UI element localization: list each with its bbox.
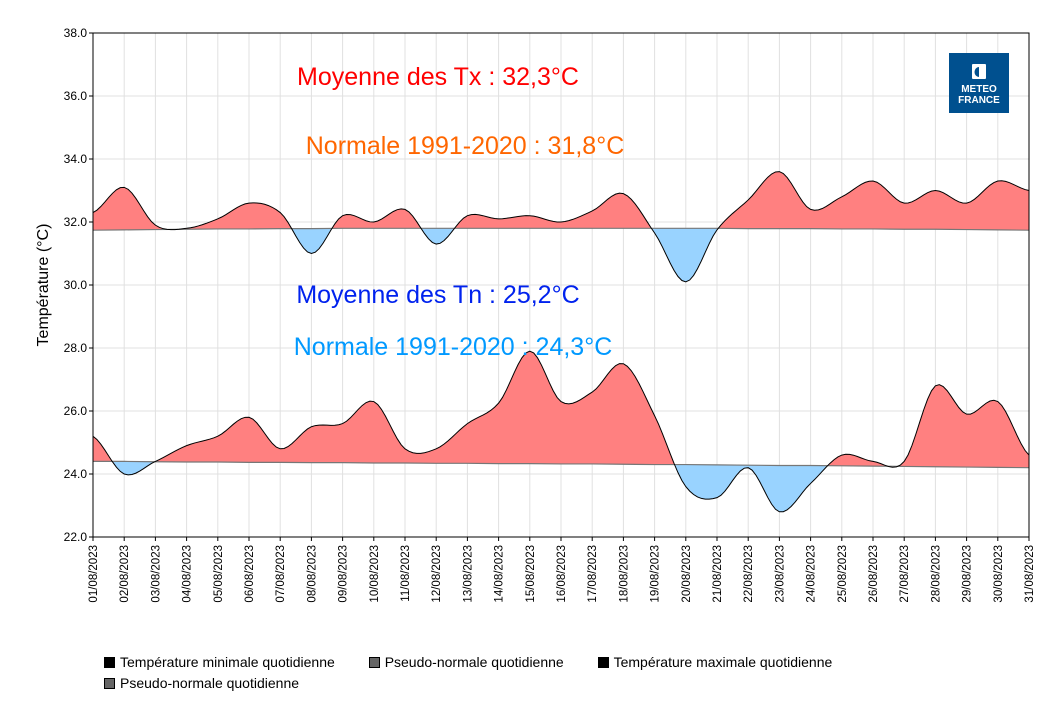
annotation: Moyenne des Tx : 32,3°C <box>297 63 579 91</box>
plot-border <box>92 32 1030 538</box>
y-axis-label: Température (°C) <box>35 224 52 347</box>
legend-item: Pseudo-normale quotidienne <box>368 652 564 673</box>
y-tick-label: 34.0 <box>64 152 88 166</box>
logo-text: FRANCE <box>958 95 1000 106</box>
x-tick-label: 15/08/2023 <box>525 545 537 603</box>
annotation: Normale 1991-2020 : 24,3°C <box>294 333 613 361</box>
x-tick-label: 01/08/2023 <box>88 545 100 603</box>
x-tick-label: 31/08/2023 <box>1024 545 1036 603</box>
x-tick-label: 05/08/2023 <box>213 545 225 603</box>
y-tick-label: 24.0 <box>64 467 88 481</box>
logo-icon-half <box>974 67 979 77</box>
x-tick-label: 21/08/2023 <box>712 545 724 603</box>
normal-line <box>93 460 1030 469</box>
x-tick-label: 28/08/2023 <box>930 545 942 603</box>
legend-label: Température minimale quotidienne <box>120 654 335 670</box>
x-tick-label: 27/08/2023 <box>899 545 911 603</box>
y-tick-label: 28.0 <box>64 341 88 355</box>
x-tick-label: 16/08/2023 <box>556 545 568 603</box>
x-tick-label: 04/08/2023 <box>182 545 194 603</box>
annotation: Normale 1991-2020 : 31,8°C <box>306 132 625 160</box>
x-tick-label: 12/08/2023 <box>431 545 443 603</box>
legend-item: Température maximale quotidienne <box>597 652 833 673</box>
x-tick-label: 26/08/2023 <box>868 545 880 603</box>
x-tick-label: 20/08/2023 <box>681 545 693 603</box>
x-tick-label: 06/08/2023 <box>244 545 256 603</box>
legend-swatch <box>104 678 115 689</box>
y-tick-label: 30.0 <box>64 278 88 292</box>
x-tick-label: 25/08/2023 <box>837 545 849 603</box>
x-tick-label: 19/08/2023 <box>650 545 662 603</box>
y-tick-label: 26.0 <box>64 404 88 418</box>
x-tick-label: 03/08/2023 <box>150 545 162 603</box>
logo-background <box>949 53 1009 113</box>
y-tick-label: 32.0 <box>64 215 88 229</box>
y-tick-label: 38.0 <box>64 26 88 40</box>
normal-line <box>92 227 1030 231</box>
y-tick-label: 36.0 <box>64 89 88 103</box>
x-tick-label: 24/08/2023 <box>806 545 818 603</box>
y-tick-label: 22.0 <box>64 530 88 544</box>
temperature-line <box>92 171 1030 283</box>
legend-label: Pseudo-normale quotidienne <box>384 654 564 670</box>
chart-svg: 22.0 24.0 26.0 28.0 30.0 32.0 34.0 36.0 38.0 01/0… <box>35 26 1036 603</box>
logo-text: METEO <box>961 84 997 95</box>
x-tick-label: 07/08/2023 <box>275 545 287 603</box>
temperature-line <box>92 350 1030 513</box>
legend-label: Pseudo-normale quotidienne <box>120 675 300 691</box>
x-tick-label: 10/08/2023 <box>369 545 381 603</box>
x-tick-label: 09/08/2023 <box>338 545 350 603</box>
x-tick-label: 30/08/2023 <box>993 545 1005 603</box>
x-tick-label: 17/08/2023 <box>587 545 599 603</box>
legend-swatch <box>597 657 609 668</box>
legend-swatch <box>104 657 115 668</box>
x-tick-label: 29/08/2023 <box>962 545 974 603</box>
legend-label: Température maximale quotidienne <box>613 654 833 670</box>
x-tick-label: 13/08/2023 <box>462 545 474 603</box>
x-tick-label: 14/08/2023 <box>494 545 506 603</box>
x-tick-label: 02/08/2023 <box>119 545 131 603</box>
x-tick-label: 08/08/2023 <box>306 545 318 603</box>
legend: Température minimale quotidienne Pseudo-… <box>104 652 964 694</box>
x-tick-label: 18/08/2023 <box>618 545 630 603</box>
annotation: Moyenne des Tn : 25,2°C <box>296 281 579 309</box>
legend-swatch <box>368 657 380 668</box>
x-tick-label: 11/08/2023 <box>400 545 412 602</box>
area-below-normal <box>93 461 1029 512</box>
x-tick-label: 23/08/2023 <box>774 545 786 603</box>
legend-item: Température minimale quotidienne <box>104 652 335 673</box>
area-above-normal <box>93 351 1029 468</box>
area-above-normal <box>93 171 1029 231</box>
legend-item: Pseudo-normale quotidienne <box>104 673 299 694</box>
x-tick-label: 22/08/2023 <box>743 545 755 603</box>
